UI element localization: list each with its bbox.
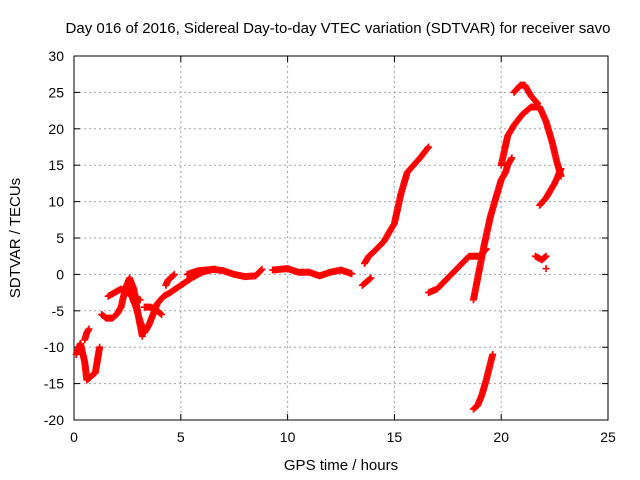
x-tick-label: 15 <box>387 429 403 445</box>
y-tick-label: -10 <box>44 339 64 355</box>
data-point <box>424 144 432 152</box>
series-s8 <box>162 270 178 289</box>
data-point <box>348 270 356 278</box>
data-point <box>138 332 146 340</box>
data-point <box>258 265 266 273</box>
series-s1 <box>72 340 104 384</box>
y-tick-label: 0 <box>56 266 64 282</box>
data-point <box>542 252 550 260</box>
axis-ticks: 0 5 10 15 20 25 -20 -15 -10 -5 0 5 10 15 20 25 30 <box>44 48 616 445</box>
data-point <box>533 98 541 106</box>
chart-title: Day 016 of 2016, Sidereal Day-to-day VTE… <box>66 20 611 37</box>
data-point <box>211 265 219 273</box>
y-tick-label: 20 <box>48 121 64 137</box>
y-tick-label: 30 <box>48 48 64 64</box>
data-point <box>542 265 550 273</box>
data-point <box>96 343 104 351</box>
series-s16 <box>497 103 565 180</box>
y-tick-label: 5 <box>56 230 64 246</box>
data-point <box>158 310 166 318</box>
data-point <box>170 270 178 278</box>
y-tick-label: 15 <box>48 157 64 173</box>
data-point <box>366 275 374 283</box>
x-tick-label: 5 <box>177 429 185 445</box>
y-axis-label: SDTVAR / TECUs <box>7 178 24 298</box>
series-s15 <box>469 350 497 413</box>
x-tick-label: 10 <box>280 429 296 445</box>
data-points <box>72 81 565 413</box>
x-tick-label: 0 <box>70 429 78 445</box>
series-s9 <box>183 265 219 278</box>
y-tick-label: 25 <box>48 84 64 100</box>
data-point <box>257 266 265 274</box>
series-s10 <box>269 265 356 280</box>
series-s19 <box>531 252 550 264</box>
data-point <box>85 325 93 333</box>
data-point <box>489 350 497 358</box>
series-s14 <box>469 154 516 304</box>
data-point <box>557 165 565 173</box>
x-axis-label: GPS time / hours <box>284 457 398 474</box>
data-point <box>541 253 549 261</box>
data-point <box>425 143 433 151</box>
series-s11 <box>360 143 433 267</box>
data-point <box>508 154 516 162</box>
data-point <box>367 274 375 282</box>
x-tick-label: 20 <box>493 429 509 445</box>
series-s7 <box>140 265 266 337</box>
x-tick-label: 25 <box>600 429 616 445</box>
y-tick-label: -15 <box>44 376 64 392</box>
data-point <box>534 99 542 107</box>
y-tick-label: -20 <box>44 412 64 428</box>
series-s12 <box>358 274 375 289</box>
series-s2 <box>81 325 93 344</box>
grid-lines <box>74 56 608 420</box>
series-s20 <box>542 265 550 273</box>
data-point <box>169 271 177 279</box>
y-tick-label: 10 <box>48 194 64 210</box>
data-point <box>136 296 144 304</box>
data-point <box>157 310 165 318</box>
series-s17 <box>510 81 542 107</box>
y-tick-label: -5 <box>52 303 65 319</box>
series-s18 <box>536 165 565 209</box>
